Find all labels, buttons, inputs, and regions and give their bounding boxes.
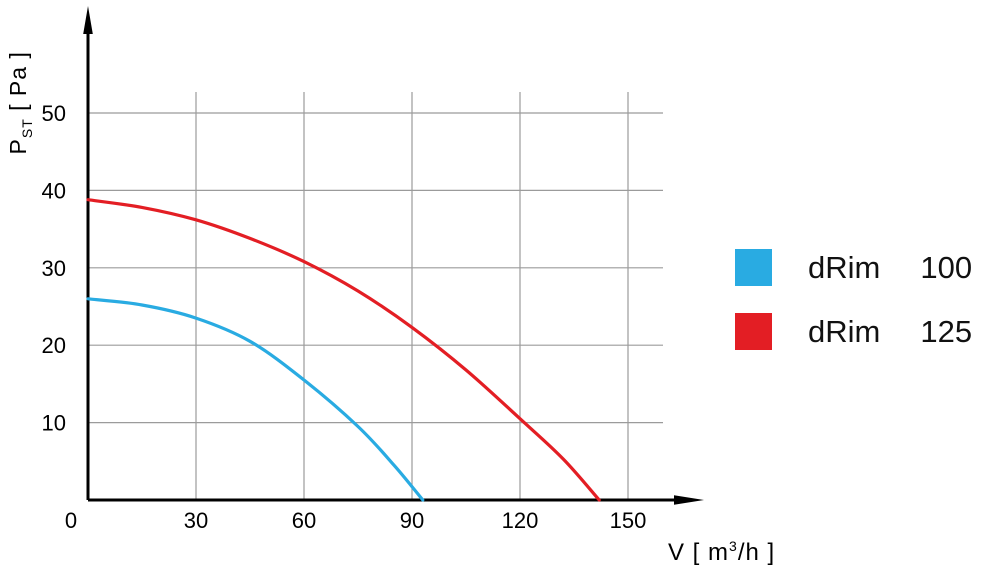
- grid-lines: [88, 92, 663, 500]
- legend: dRim 100 dRim 125: [735, 249, 972, 350]
- curve-drim-100: [86, 297, 425, 502]
- x-tick-label: 90: [400, 508, 424, 533]
- y-axis-label-subscript: ST: [18, 118, 35, 139]
- drim-100-size-text: 100: [920, 249, 973, 285]
- x-tick-label: 0: [65, 508, 77, 533]
- y-tick-label: 40: [42, 178, 66, 203]
- x-axis-label-superscript: 3: [729, 538, 738, 554]
- x-tick-label: 120: [502, 508, 539, 533]
- curve-drim-125: [86, 198, 601, 502]
- legend-item-drim-100: dRim 100: [735, 249, 972, 286]
- legend-item-drim-125: dRim 125: [735, 313, 972, 350]
- drim-125-color-swatch: [735, 313, 772, 350]
- y-axis-label: PST [ Pa ]: [5, 21, 35, 185]
- drim-100-model-text: dRim: [808, 249, 881, 285]
- x-axis-label-symbol: V [ m: [668, 539, 730, 566]
- x-tick-label: 30: [184, 508, 208, 533]
- y-tick-label: 10: [42, 411, 66, 436]
- x-tick-label: 60: [292, 508, 316, 533]
- y-tick-label: 50: [42, 101, 66, 126]
- drim-125-size-text: 125: [920, 313, 973, 349]
- y-axis-arrow: [83, 6, 93, 34]
- x-axis-label: V [ m3/h ]: [668, 538, 775, 567]
- drim-100-color-swatch: [735, 249, 772, 286]
- axes: [83, 6, 704, 505]
- x-tick-label: 150: [610, 508, 647, 533]
- y-tick-label: 30: [42, 256, 66, 281]
- drim-100-label: dRim 100: [808, 250, 972, 286]
- x-axis-label-unit: /h ]: [737, 539, 776, 566]
- drim-125-model-text: dRim: [808, 313, 881, 349]
- x-axis-arrow: [674, 495, 704, 505]
- y-tick-label: 20: [42, 333, 66, 358]
- y-axis-label-unit: [ Pa ]: [5, 51, 32, 119]
- drim-125-label: dRim 125: [808, 314, 972, 350]
- tick-labels: 10 20 30 40 50 0 30 60 90 120 150: [42, 101, 647, 533]
- y-axis-label-symbol: P: [5, 138, 32, 155]
